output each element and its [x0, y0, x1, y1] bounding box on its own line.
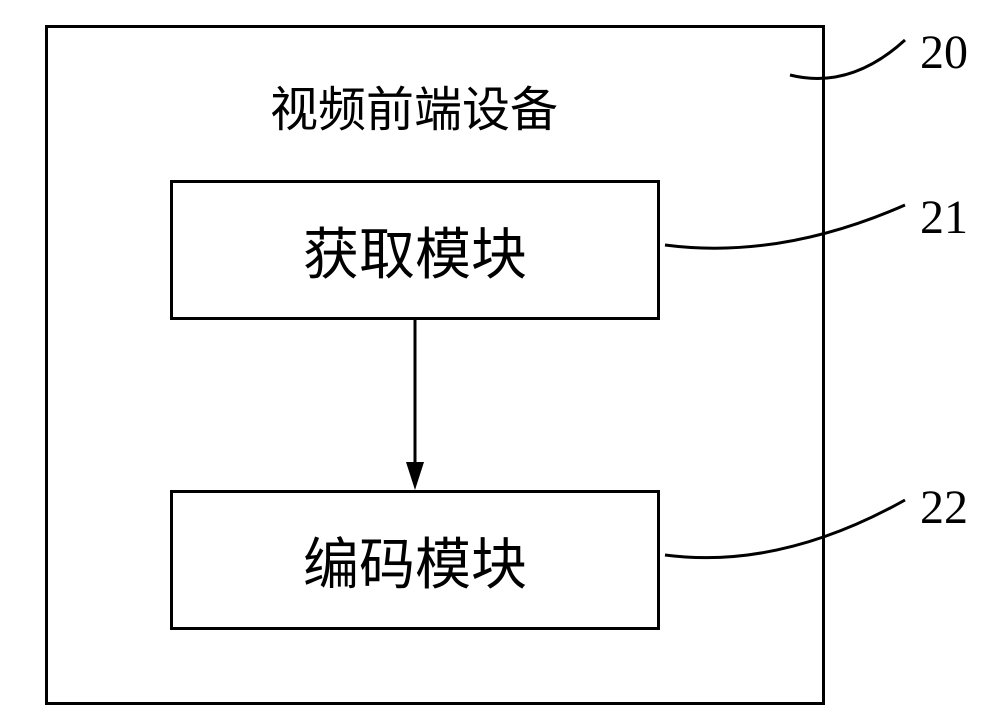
diagram-canvas: 视频前端设备 获取模块 编码模块 20 21 22: [0, 0, 1000, 721]
reference-label-22: 22: [920, 480, 968, 535]
encoding-module-box: 编码模块: [170, 490, 660, 630]
reference-label-21: 21: [920, 190, 968, 245]
acquisition-module-label: 获取模块: [303, 210, 527, 291]
outer-title: 视频前端设备: [270, 70, 558, 140]
acquisition-module-box: 获取模块: [170, 180, 660, 320]
reference-label-20: 20: [920, 25, 968, 80]
encoding-module-label: 编码模块: [303, 520, 527, 601]
